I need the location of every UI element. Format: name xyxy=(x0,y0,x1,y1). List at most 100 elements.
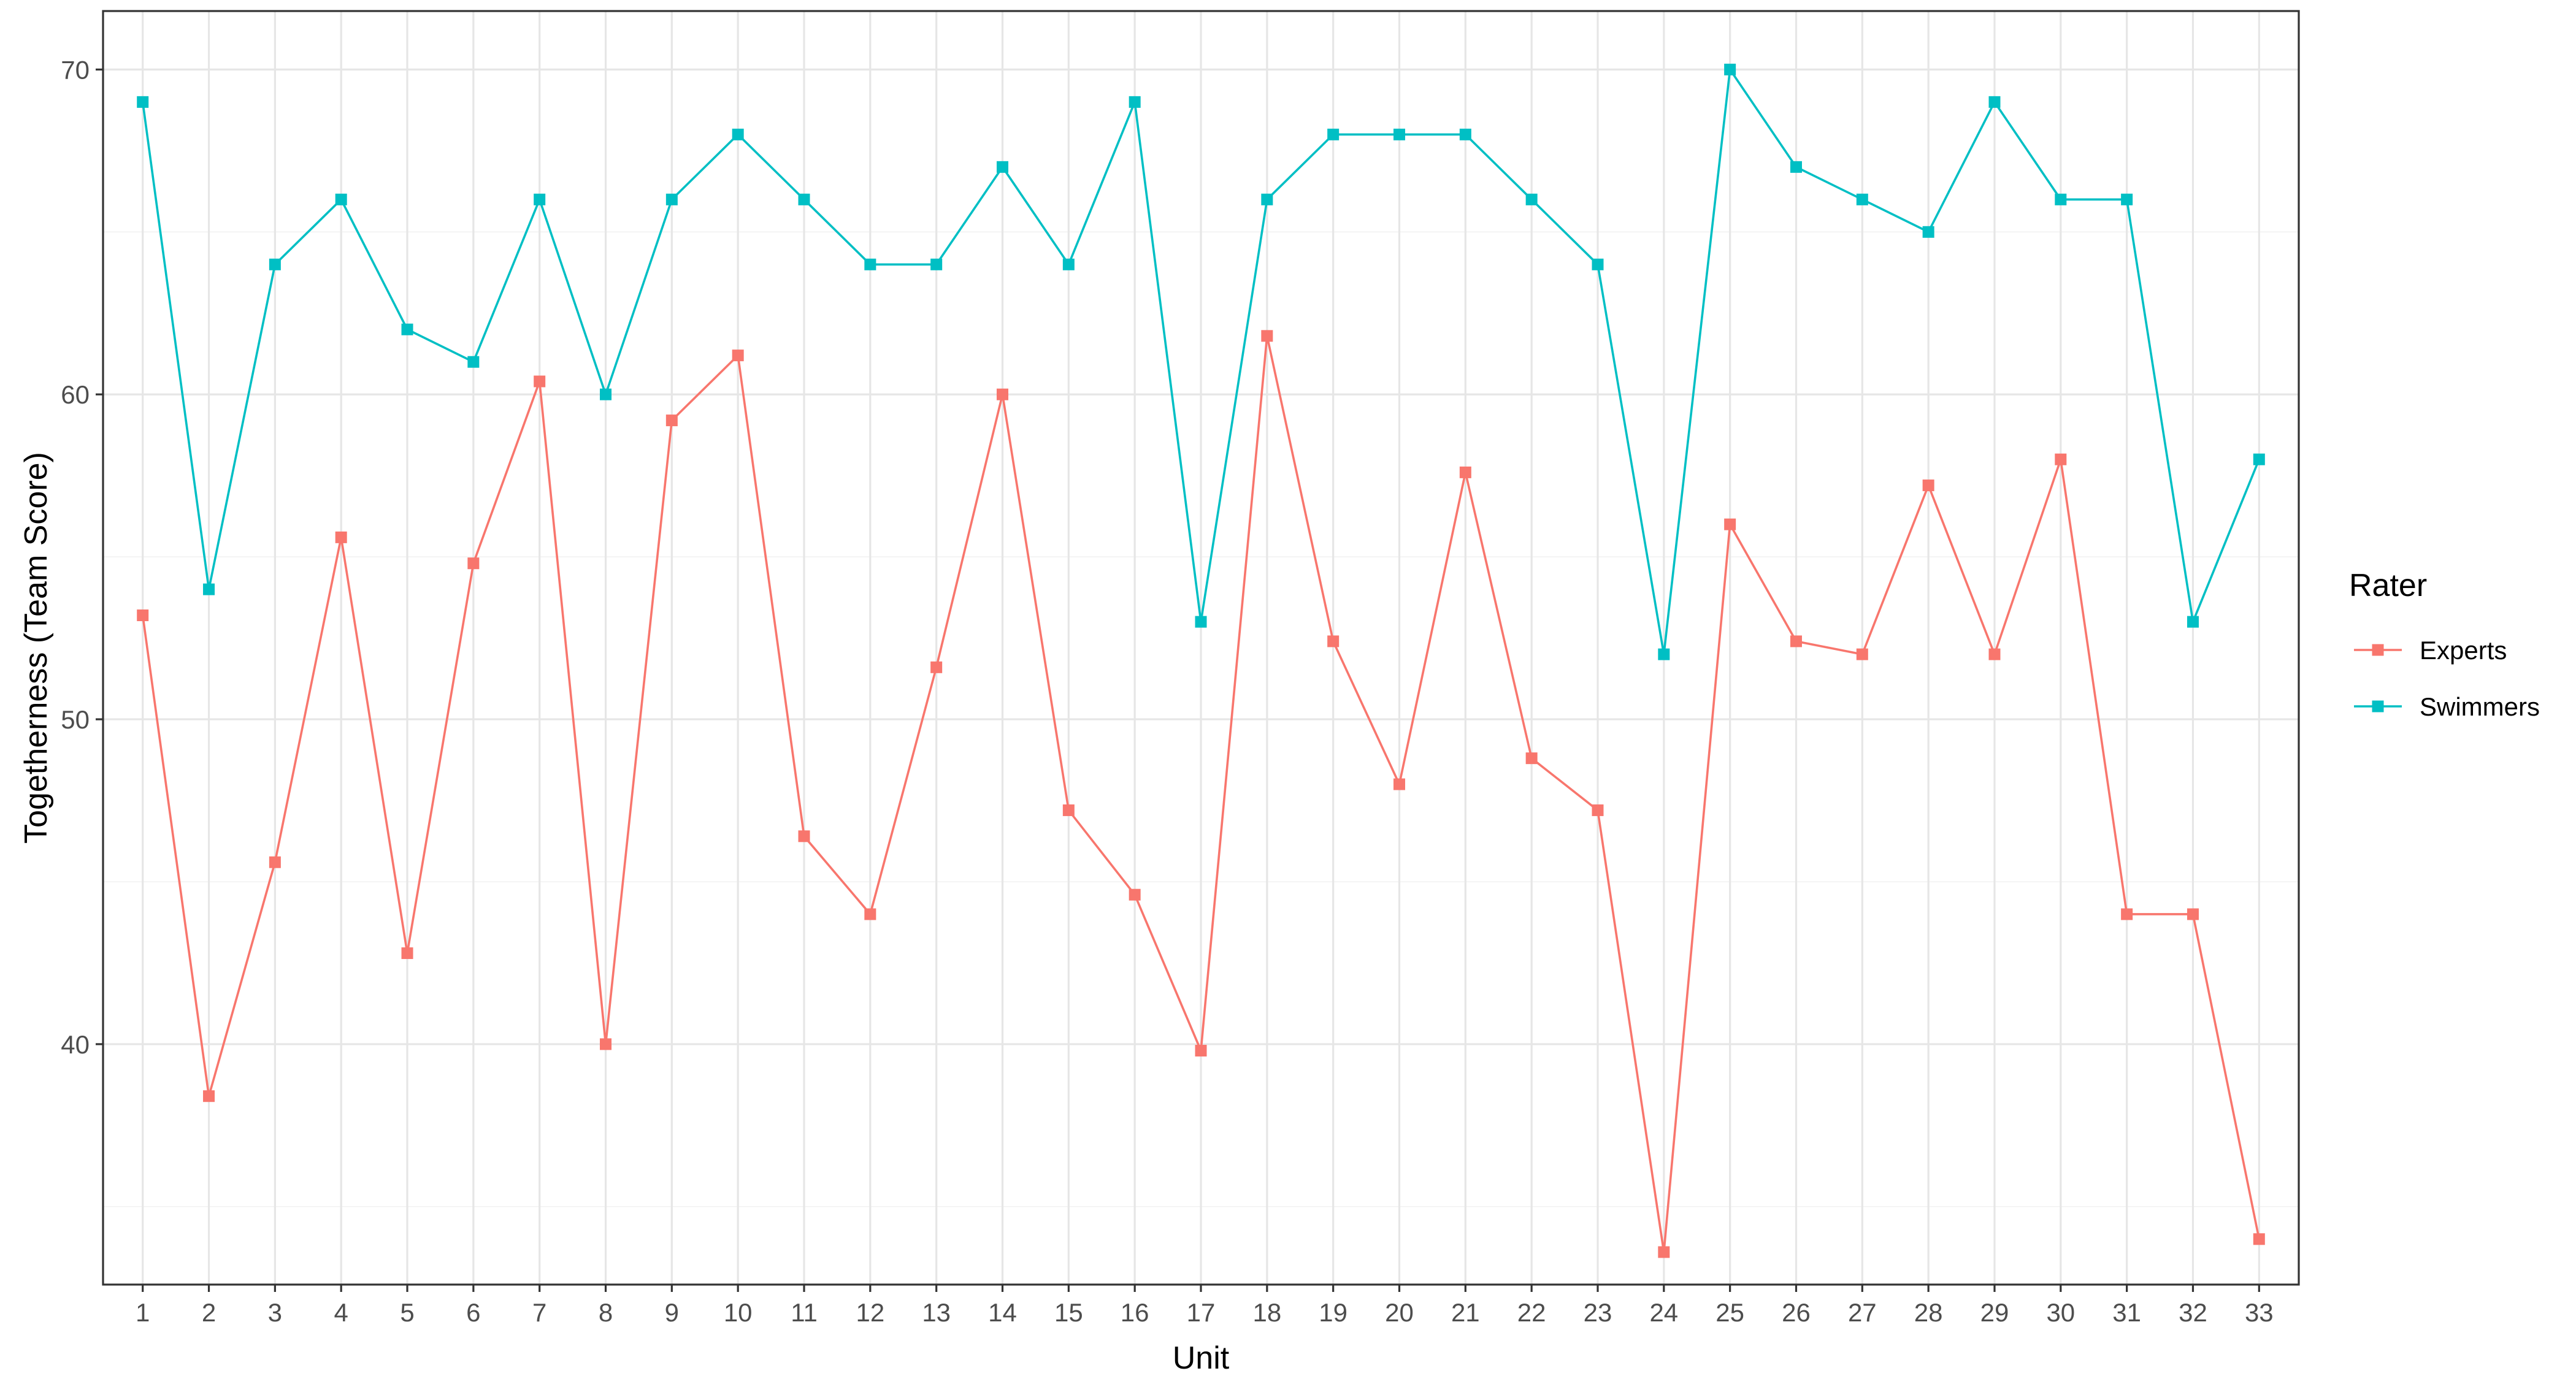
data-point-experts xyxy=(2055,453,2067,465)
data-point-experts xyxy=(1790,635,1802,647)
data-point-swimmers xyxy=(534,193,546,205)
x-tick-label: 29 xyxy=(1980,1298,2009,1327)
data-point-experts xyxy=(600,1038,612,1050)
x-tick-label: 31 xyxy=(2112,1298,2141,1327)
data-point-swimmers xyxy=(1724,63,1736,75)
grid-layer xyxy=(103,11,2299,1285)
x-tick-label: 18 xyxy=(1252,1298,1281,1327)
x-tick-label: 8 xyxy=(599,1298,613,1327)
x-tick-label: 28 xyxy=(1914,1298,1943,1327)
x-tick-label: 10 xyxy=(724,1298,753,1327)
data-point-swimmers xyxy=(269,258,281,270)
data-point-experts xyxy=(2121,908,2133,920)
data-point-experts xyxy=(269,856,281,868)
legend-title: Rater xyxy=(2349,568,2427,603)
x-tick-label: 30 xyxy=(2046,1298,2075,1327)
data-point-swimmers xyxy=(1195,616,1207,628)
x-axis: 1 2 3 4 5 6 7 8 9 10 11 12 13 14 15 16 17 18 19 20 21 22 23 24 2… xyxy=(136,1285,2274,1327)
legend-label: Experts xyxy=(2420,636,2507,665)
data-point-swimmers xyxy=(1327,128,1340,140)
x-tick-label: 23 xyxy=(1584,1298,1612,1327)
y-tick-label: 40 xyxy=(61,1030,90,1059)
data-point-swimmers xyxy=(600,388,612,400)
legend: Rater Experts Swimmers xyxy=(2349,568,2540,721)
data-point-swimmers xyxy=(1790,161,1802,173)
data-point-experts xyxy=(1856,648,1868,660)
data-point-swimmers xyxy=(137,96,149,108)
x-tick-label: 21 xyxy=(1451,1298,1480,1327)
data-point-experts xyxy=(1459,466,1471,478)
data-point-swimmers xyxy=(467,356,480,368)
legend-label: Swimmers xyxy=(2420,692,2540,721)
x-tick-label: 7 xyxy=(532,1298,546,1327)
data-point-experts xyxy=(1129,888,1141,901)
y-tick-label: 60 xyxy=(61,380,90,409)
data-point-swimmers xyxy=(1988,96,2001,108)
x-axis-title: Unit xyxy=(1173,1340,1230,1376)
x-tick-label: 26 xyxy=(1782,1298,1811,1327)
data-point-experts xyxy=(732,350,744,362)
series-layer xyxy=(137,63,2265,1258)
data-point-experts xyxy=(665,414,678,427)
data-point-swimmers xyxy=(2253,453,2265,465)
x-tick-label: 6 xyxy=(466,1298,480,1327)
data-point-experts xyxy=(997,388,1009,400)
data-point-experts xyxy=(864,908,876,920)
x-tick-label: 27 xyxy=(1848,1298,1877,1327)
data-point-swimmers xyxy=(1525,193,1538,205)
data-point-swimmers xyxy=(864,258,876,270)
data-point-experts xyxy=(401,947,413,960)
x-tick-label: 15 xyxy=(1054,1298,1083,1327)
x-tick-label: 17 xyxy=(1187,1298,1216,1327)
x-tick-label: 13 xyxy=(922,1298,951,1327)
data-point-swimmers xyxy=(1592,258,1604,270)
data-point-swimmers xyxy=(1856,193,1868,205)
x-tick-label: 14 xyxy=(988,1298,1017,1327)
data-point-experts xyxy=(2187,908,2199,920)
data-point-experts xyxy=(1393,778,1405,790)
data-point-experts xyxy=(1195,1045,1207,1057)
x-tick-label: 2 xyxy=(202,1298,216,1327)
data-point-experts xyxy=(1922,479,1934,492)
data-point-swimmers xyxy=(798,193,810,205)
data-point-experts xyxy=(1327,635,1340,647)
data-point-experts xyxy=(1525,752,1538,765)
x-tick-label: 9 xyxy=(665,1298,679,1327)
data-point-swimmers xyxy=(401,323,413,335)
legend-item-experts: Experts xyxy=(2354,636,2507,665)
series-swimmers xyxy=(137,63,2265,660)
data-point-swimmers xyxy=(732,128,744,140)
data-point-experts xyxy=(1658,1246,1670,1258)
data-point-experts xyxy=(137,609,149,622)
data-point-experts xyxy=(203,1090,215,1102)
data-point-swimmers xyxy=(335,193,347,205)
data-point-experts xyxy=(534,375,546,388)
data-point-swimmers xyxy=(930,258,943,270)
data-point-swimmers xyxy=(1261,193,1273,205)
x-tick-label: 1 xyxy=(136,1298,150,1327)
y-tick-label: 50 xyxy=(61,705,90,734)
y-axis: 40 50 60 70 xyxy=(61,55,103,1059)
x-tick-label: 3 xyxy=(268,1298,282,1327)
data-point-experts xyxy=(1592,804,1604,816)
data-point-experts xyxy=(930,661,943,673)
data-point-swimmers xyxy=(1129,96,1141,108)
data-point-swimmers xyxy=(2055,193,2067,205)
data-point-experts xyxy=(798,830,810,842)
data-point-experts xyxy=(2253,1233,2265,1245)
data-point-swimmers xyxy=(1393,128,1405,140)
data-point-swimmers xyxy=(1062,258,1075,270)
legend-key-marker xyxy=(2372,700,2384,712)
x-tick-label: 12 xyxy=(856,1298,884,1327)
data-point-swimmers xyxy=(1922,226,1934,238)
x-tick-label: 5 xyxy=(400,1298,414,1327)
y-tick-label: 70 xyxy=(61,55,90,84)
data-point-swimmers xyxy=(2121,193,2133,205)
data-point-experts xyxy=(1261,330,1273,342)
data-point-swimmers xyxy=(997,161,1009,173)
data-point-swimmers xyxy=(1658,648,1670,660)
series-experts xyxy=(137,330,2265,1258)
x-tick-label: 16 xyxy=(1121,1298,1149,1327)
x-tick-label: 25 xyxy=(1715,1298,1744,1327)
x-tick-label: 24 xyxy=(1649,1298,1678,1327)
